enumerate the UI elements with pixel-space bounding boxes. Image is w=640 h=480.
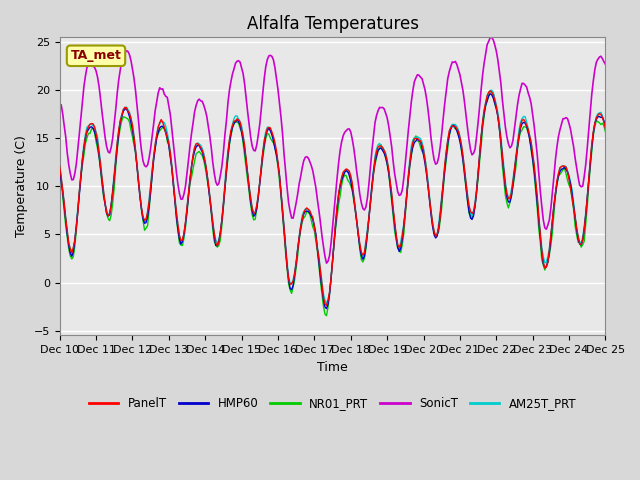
HMP60 <box>538 250 546 256</box>
PanelT <box>56 163 63 169</box>
SonicT <box>602 61 609 67</box>
NR01_PRT <box>387 184 394 190</box>
NR01_PRT <box>538 257 546 263</box>
SonicT <box>387 133 394 139</box>
PanelT <box>538 248 546 254</box>
SonicT <box>157 86 165 92</box>
NR01_PRT <box>368 182 376 188</box>
HMP60 <box>486 91 494 96</box>
Text: TA_met: TA_met <box>70 49 122 62</box>
AM25T_PRT <box>602 127 609 132</box>
Title: Alfalfa Temperatures: Alfalfa Temperatures <box>246 15 419 33</box>
HMP60 <box>323 306 330 312</box>
NR01_PRT <box>488 88 495 94</box>
HMP60 <box>56 168 63 174</box>
Line: HMP60: HMP60 <box>60 94 605 309</box>
SonicT <box>56 102 63 108</box>
PanelT <box>399 234 406 240</box>
NR01_PRT <box>399 241 406 247</box>
AM25T_PRT <box>157 119 165 125</box>
NR01_PRT <box>157 126 165 132</box>
PanelT <box>157 117 165 122</box>
HMP60 <box>71 238 79 244</box>
Y-axis label: Temperature (C): Temperature (C) <box>15 135 28 237</box>
PanelT <box>387 179 394 184</box>
SonicT <box>538 203 546 209</box>
PanelT <box>486 88 494 94</box>
HMP60 <box>399 237 406 243</box>
SonicT <box>368 147 376 153</box>
Legend: PanelT, HMP60, NR01_PRT, SonicT, AM25T_PRT: PanelT, HMP60, NR01_PRT, SonicT, AM25T_P… <box>84 392 581 414</box>
X-axis label: Time: Time <box>317 360 348 374</box>
NR01_PRT <box>602 129 609 135</box>
AM25T_PRT <box>538 244 546 250</box>
AM25T_PRT <box>368 181 376 187</box>
SonicT <box>323 260 330 266</box>
SonicT <box>486 35 494 40</box>
Line: NR01_PRT: NR01_PRT <box>60 91 605 316</box>
Line: AM25T_PRT: AM25T_PRT <box>60 90 605 303</box>
Line: PanelT: PanelT <box>60 91 605 305</box>
NR01_PRT <box>323 313 330 319</box>
HMP60 <box>602 123 609 129</box>
NR01_PRT <box>56 164 63 169</box>
SonicT <box>71 171 79 177</box>
SonicT <box>399 187 406 193</box>
AM25T_PRT <box>323 300 330 306</box>
PanelT <box>368 185 376 191</box>
HMP60 <box>157 123 165 129</box>
AM25T_PRT <box>56 164 63 169</box>
Line: SonicT: SonicT <box>60 37 605 263</box>
NR01_PRT <box>71 243 79 249</box>
AM25T_PRT <box>387 180 394 185</box>
AM25T_PRT <box>71 237 79 242</box>
PanelT <box>323 302 330 308</box>
HMP60 <box>387 181 394 187</box>
AM25T_PRT <box>488 87 495 93</box>
PanelT <box>602 126 609 132</box>
AM25T_PRT <box>399 230 406 236</box>
PanelT <box>71 238 79 243</box>
HMP60 <box>368 183 376 189</box>
